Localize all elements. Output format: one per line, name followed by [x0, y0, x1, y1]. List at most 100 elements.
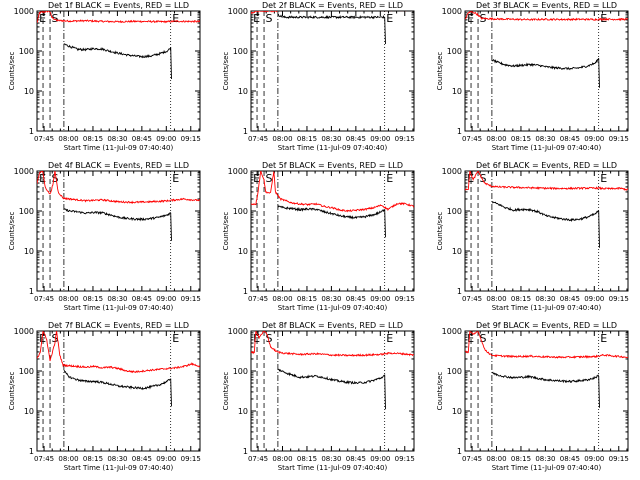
axes-frame [36, 10, 201, 132]
x-tick-label: 08:15 [511, 455, 531, 463]
marker-label-e-start: E [467, 172, 474, 185]
y-tick-label: 100 [447, 367, 462, 376]
x-tick-label: 09:15 [181, 135, 201, 143]
marker-label-s: S [480, 332, 487, 345]
marker-label-e-start: E [253, 332, 260, 345]
y-tick-label: 10 [238, 87, 248, 96]
y-tick-label: 10 [24, 247, 34, 256]
series-events [277, 205, 386, 238]
series-lld [465, 11, 628, 22]
y-axis-label: Counts/sec [222, 212, 230, 251]
x-axis-label: Start Time (11-Jul-09 07:40:40) [278, 304, 388, 312]
x-tick-label: 09:00 [370, 455, 390, 463]
y-tick-label: 1000 [442, 7, 462, 16]
x-tick-label: 09:15 [181, 295, 201, 303]
y-tick-label: 100 [233, 47, 248, 56]
x-tick-label: 08:15 [83, 135, 103, 143]
marker-label-e-start: E [39, 172, 46, 185]
y-axis-label: Counts/sec [8, 52, 16, 91]
x-tick-label: 08:00 [272, 295, 292, 303]
x-tick-label: 07:45 [462, 455, 482, 463]
x-tick-label: 08:45 [132, 295, 152, 303]
x-tick-label: 08:30 [535, 295, 555, 303]
x-tick-label: 08:30 [107, 295, 127, 303]
series-events [63, 369, 172, 407]
series-events [491, 201, 600, 248]
marker-label-e-start: E [39, 12, 46, 25]
x-tick-label: 07:45 [248, 135, 268, 143]
y-axis-label: Counts/sec [436, 212, 444, 251]
series-lld [37, 11, 200, 24]
x-tick-label: 07:45 [34, 135, 54, 143]
x-tick-label: 08:15 [83, 295, 103, 303]
subplot-9: Det 9f BLACK = Events, RED = LLD 1 10 100 10… [436, 321, 629, 472]
y-tick-label: 1 [457, 447, 462, 456]
y-tick-label: 1 [243, 287, 248, 296]
series-events [63, 43, 172, 80]
x-tick-label: 08:30 [321, 455, 341, 463]
series-lld [465, 331, 628, 359]
x-tick-label: 09:15 [609, 455, 629, 463]
y-tick-label: 1000 [228, 7, 248, 16]
axes-frame [250, 10, 415, 132]
marker-label-e-start: E [467, 332, 474, 345]
y-tick-label: 100 [447, 47, 462, 56]
x-tick-label: 08:45 [560, 135, 580, 143]
y-tick-label: 1 [457, 127, 462, 136]
y-axis-label: Counts/sec [222, 372, 230, 411]
subplot-title: Det 2f BLACK = Events, RED = LLD [262, 1, 403, 10]
x-axis-label: Start Time (11-Jul-09 07:40:40) [278, 144, 388, 152]
marker-label-e-end: E [172, 332, 179, 345]
y-tick-label: 1 [29, 447, 34, 456]
x-tick-label: 09:15 [395, 455, 415, 463]
x-tick-label: 08:15 [511, 295, 531, 303]
x-tick-label: 08:45 [346, 455, 366, 463]
x-tick-label: 09:00 [156, 295, 176, 303]
y-tick-label: 10 [452, 247, 462, 256]
subplot-title: Det 8f BLACK = Events, RED = LLD [262, 321, 403, 330]
y-tick-label: 1000 [14, 7, 34, 16]
x-tick-label: 09:00 [156, 455, 176, 463]
subplot-3: Det 3f BLACK = Events, RED = LLD 1 10 100 10… [436, 1, 629, 152]
y-tick-label: 10 [238, 407, 248, 416]
y-tick-label: 1 [457, 287, 462, 296]
x-tick-label: 08:45 [346, 295, 366, 303]
x-tick-label: 09:00 [584, 295, 604, 303]
x-tick-label: 08:15 [297, 295, 317, 303]
x-tick-label: 09:00 [156, 135, 176, 143]
y-axis-label: Counts/sec [436, 52, 444, 91]
y-tick-label: 1000 [228, 327, 248, 336]
y-tick-label: 10 [24, 87, 34, 96]
y-tick-label: 1000 [14, 167, 34, 176]
x-tick-label: 08:00 [486, 455, 506, 463]
subplot-6: Det 6f BLACK = Events, RED = LLD 1 10 100 10… [436, 161, 629, 312]
x-tick-label: 08:00 [58, 455, 78, 463]
x-axis-label: Start Time (11-Jul-09 07:40:40) [492, 464, 602, 472]
subplot-5: Det 5f BLACK = Events, RED = LLD 1 10 100 10… [222, 161, 415, 312]
subplot-title: Det 6f BLACK = Events, RED = LLD [476, 161, 617, 170]
x-tick-label: 08:30 [321, 135, 341, 143]
subplot-title: Det 7f BLACK = Events, RED = LLD [48, 321, 189, 330]
subplot-7: Det 7f BLACK = Events, RED = LLD 1 10 100 10… [8, 321, 201, 472]
x-tick-label: 09:15 [395, 295, 415, 303]
x-tick-label: 09:15 [609, 295, 629, 303]
x-tick-label: 08:00 [272, 135, 292, 143]
marker-label-s: S [480, 172, 487, 185]
marker-label-s: S [266, 12, 273, 25]
y-axis-label: Counts/sec [8, 372, 16, 411]
marker-label-e-end: E [172, 12, 179, 25]
y-tick-label: 1 [243, 127, 248, 136]
x-tick-label: 07:45 [248, 295, 268, 303]
x-tick-label: 08:00 [272, 455, 292, 463]
x-axis-label: Start Time (11-Jul-09 07:40:40) [492, 144, 602, 152]
marker-label-e-end: E [600, 12, 607, 25]
x-tick-label: 08:30 [535, 455, 555, 463]
axes-frame [464, 170, 629, 292]
marker-label-e-start: E [253, 172, 260, 185]
series-lld [465, 171, 628, 191]
axes-frame [36, 170, 201, 292]
y-tick-label: 10 [452, 87, 462, 96]
y-tick-label: 1000 [442, 327, 462, 336]
series-lld [37, 171, 200, 204]
y-tick-label: 1 [29, 287, 34, 296]
